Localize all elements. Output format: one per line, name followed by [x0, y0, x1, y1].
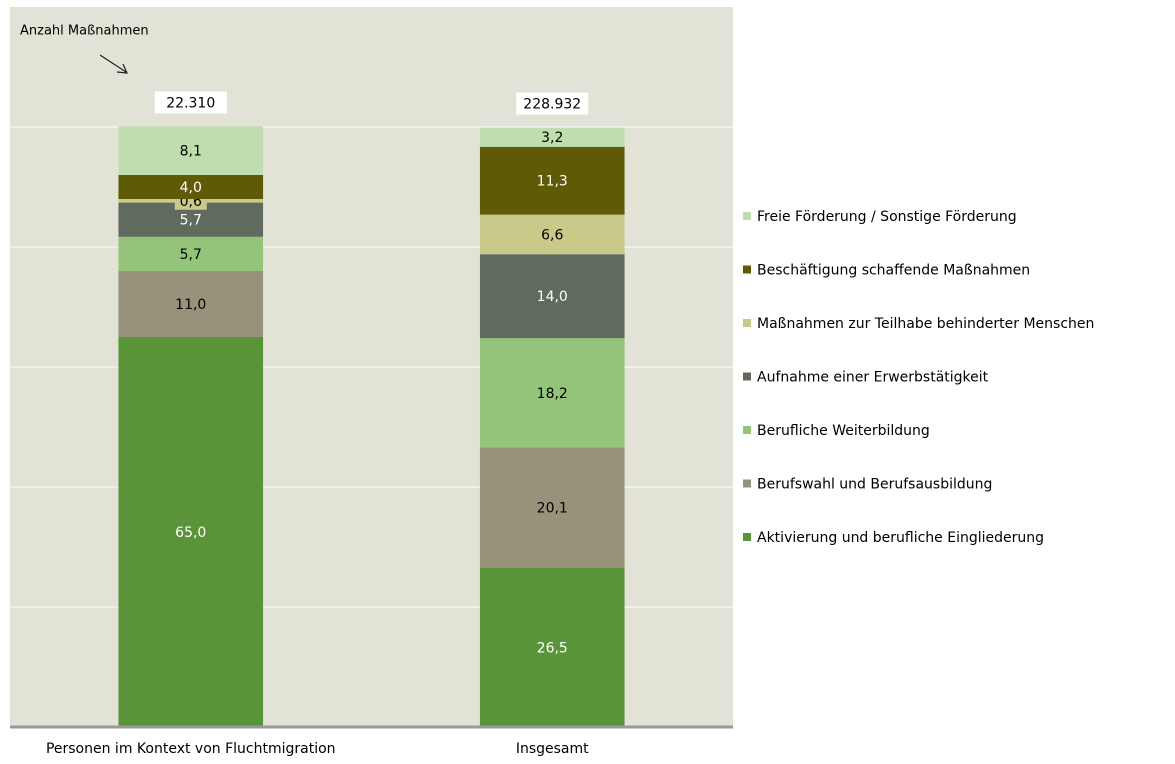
legend-label: Aktivierung und berufliche Eingliederung	[757, 530, 1044, 546]
x-tick-label: Personen im Kontext von Fluchtmigration	[46, 741, 336, 757]
legend-label: Maßnahmen zur Teilhabe behinderter Mensc…	[757, 316, 1094, 332]
bar-segment	[118, 126, 264, 175]
total-label: 228.932	[523, 97, 581, 113]
data-label: 20,1	[537, 501, 568, 517]
legend-swatch	[743, 372, 751, 381]
legend-label: Beschäftigung schaffende Maßnahmen	[757, 263, 1030, 279]
data-label: 8,1	[180, 144, 202, 160]
bar-segment	[118, 236, 264, 271]
legend-swatch	[743, 319, 751, 327]
total-label: 22.310	[166, 95, 215, 111]
legend-swatch	[743, 533, 751, 541]
annotation: Anzahl Maßnahmen	[20, 24, 149, 39]
legend-label: Berufswahl und Berufsausbildung	[757, 477, 992, 493]
annotation-arrow-head	[116, 63, 128, 74]
legend-label: Freie Förderung / Sonstige Förderung	[757, 209, 1017, 225]
total-box	[516, 92, 589, 115]
bar-segment	[479, 447, 625, 568]
legend-swatch	[743, 265, 751, 274]
data-label: 5,7	[180, 213, 202, 229]
data-label: 18,2	[537, 386, 568, 402]
legend-swatch	[743, 479, 751, 488]
data-label: 26,5	[537, 641, 568, 657]
legend-swatch	[743, 426, 751, 434]
data-label: 65,0	[175, 525, 206, 541]
x-tick-label: Insgesamt	[516, 741, 589, 757]
legend-label: Berufliche Weiterbildung	[757, 423, 930, 439]
total-box	[154, 91, 227, 114]
data-label: 6,6	[541, 227, 563, 243]
legend-label: Aufnahme einer Erwerbstätigkeit	[757, 370, 989, 386]
bar-segment	[479, 146, 625, 215]
bar-segment	[118, 337, 264, 727]
bar-segment	[118, 271, 264, 337]
data-label: 11,3	[537, 174, 568, 190]
data-label: 14,0	[537, 289, 568, 305]
legend-swatch	[743, 212, 751, 220]
bar-segment	[479, 127, 625, 147]
bar-segment	[479, 568, 625, 727]
data-label: 4,0	[180, 180, 202, 196]
bar-segment	[118, 175, 264, 199]
data-label: 3,2	[541, 130, 563, 146]
data-label: 11,0	[175, 297, 206, 313]
bar-segment	[479, 254, 625, 339]
data-label: 5,7	[180, 247, 202, 263]
annotation-arrow	[99, 54, 127, 73]
bar-segment	[479, 338, 625, 448]
bar-segment	[479, 214, 625, 255]
